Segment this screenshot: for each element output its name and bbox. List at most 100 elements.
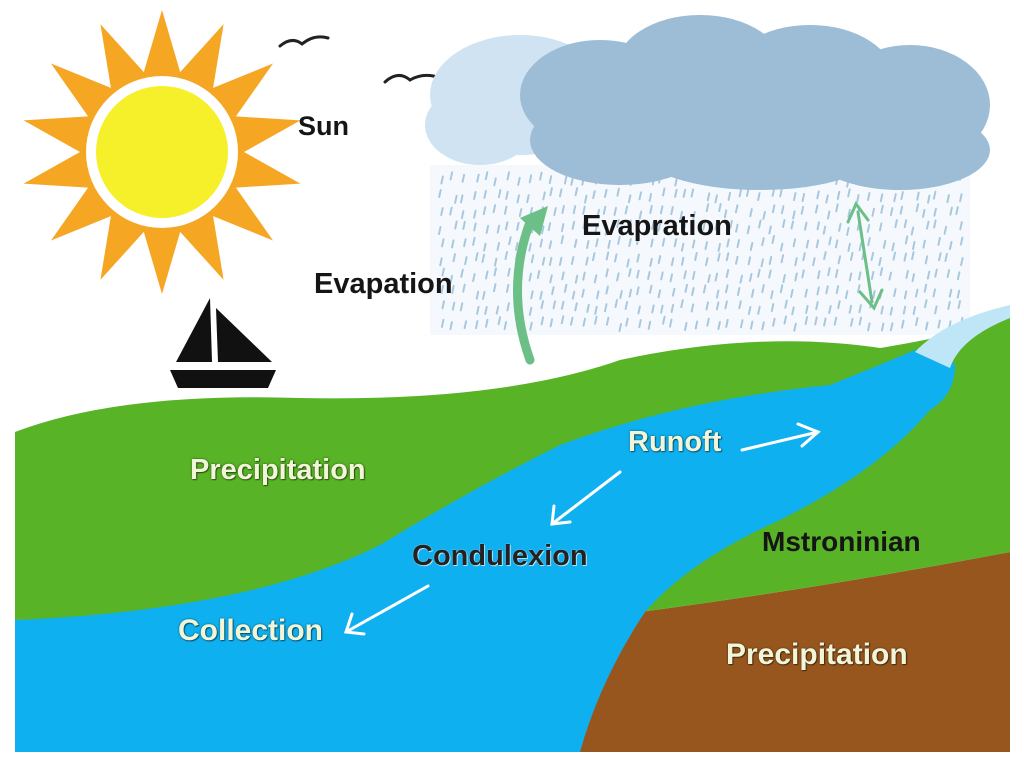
- rain-drop: [867, 237, 871, 247]
- rain-drop: [680, 256, 685, 266]
- rain-drop: [584, 194, 588, 204]
- rain-drop: [957, 300, 961, 310]
- rain-drop: [937, 319, 941, 329]
- rain-drop: [497, 189, 502, 199]
- rain-drop: [548, 256, 553, 266]
- river: [15, 349, 955, 752]
- rain-drop: [526, 194, 530, 204]
- rain-drop: [473, 209, 477, 219]
- rain-drop: [938, 252, 942, 262]
- rain-drop: [628, 238, 632, 247]
- rain-drop: [690, 303, 695, 313]
- rain-drop: [955, 206, 959, 216]
- rain-drop: [515, 242, 519, 251]
- rain-drop: [586, 303, 590, 313]
- rain-drop: [648, 192, 653, 202]
- rain-drop: [738, 300, 742, 310]
- rain-drop: [692, 270, 696, 280]
- rain-drop: [694, 252, 698, 261]
- rain-drop: [801, 269, 805, 279]
- rain-drop: [626, 258, 630, 268]
- rain-drop: [715, 289, 720, 299]
- rain-drop: [691, 287, 695, 296]
- rain-drop: [692, 211, 696, 220]
- rain-drop: [825, 194, 829, 204]
- rain-drop: [669, 273, 673, 283]
- rain-drop: [638, 319, 642, 329]
- rain-drop: [704, 241, 708, 251]
- rain-drop: [574, 274, 579, 284]
- rain-drop: [828, 236, 832, 246]
- rain-drop: [485, 318, 489, 328]
- collection-arrow: [343, 584, 430, 636]
- rain-drop: [922, 208, 926, 218]
- rain-drop: [439, 257, 443, 267]
- rain-drop: [847, 188, 851, 198]
- rain-drop: [482, 290, 486, 300]
- condensation-label: Condulexion: [412, 540, 588, 572]
- rain-drop: [870, 251, 875, 261]
- rain-drop: [496, 224, 501, 234]
- rain-drop: [690, 188, 695, 198]
- rain-drop: [834, 239, 839, 249]
- rain-drop: [484, 306, 488, 315]
- rain-drop: [833, 316, 838, 326]
- rain-drop: [539, 238, 543, 248]
- sun-icon: [23, 10, 301, 294]
- rain-drop: [540, 316, 545, 326]
- rain-drop: [871, 207, 875, 217]
- rain-drop: [504, 221, 509, 231]
- rain-drop: [660, 271, 664, 281]
- rain-drop: [943, 225, 948, 235]
- rain-drop: [739, 274, 743, 284]
- rain-drop: [539, 171, 543, 181]
- rain-drop: [670, 257, 675, 267]
- rain-drop: [758, 219, 762, 229]
- rain-drop: [475, 320, 479, 330]
- rain-drop: [451, 239, 455, 249]
- rain-drop: [561, 205, 565, 214]
- rain-drop: [926, 220, 930, 230]
- runoff-arrow: [740, 422, 821, 452]
- rain-drop: [757, 305, 761, 315]
- rain-drop: [960, 257, 964, 267]
- rain-drop: [729, 219, 733, 229]
- rain-drop: [791, 306, 795, 316]
- rain-drop: [783, 315, 787, 325]
- rain-drop: [905, 269, 909, 279]
- rain-drop: [705, 257, 709, 267]
- runoff-label: Runoft: [628, 426, 722, 458]
- rain-drop: [927, 194, 931, 204]
- rain-drop: [837, 255, 842, 265]
- rain-drop: [624, 205, 629, 215]
- rain-drop: [747, 306, 752, 315]
- rain-drop: [805, 304, 809, 314]
- rain-drop: [493, 283, 497, 293]
- rain-drop: [899, 205, 904, 215]
- rain-drop: [493, 267, 497, 277]
- rain-drop: [838, 222, 842, 232]
- rain-drop: [894, 219, 898, 229]
- collection-label: Collection: [178, 614, 324, 647]
- rain-drop: [618, 323, 622, 332]
- rain-drop: [948, 288, 953, 298]
- rain-drop: [552, 300, 556, 310]
- rain-drop: [438, 189, 442, 198]
- evaporation-label-left: Evapation: [314, 268, 453, 300]
- rain-drop: [530, 254, 535, 264]
- rain-drop: [771, 204, 776, 214]
- rain-drop: [637, 305, 641, 315]
- rain-drop: [915, 317, 919, 327]
- rain-drop: [923, 283, 928, 293]
- rain-drop: [694, 320, 699, 330]
- rain-drop: [956, 271, 961, 281]
- rain-drop: [804, 288, 808, 298]
- rain-drop: [495, 305, 500, 315]
- rain-drop: [459, 302, 464, 312]
- rain-drop: [757, 192, 761, 202]
- rain-drop: [594, 305, 598, 315]
- rain-drop: [454, 194, 458, 204]
- rain-drop: [617, 235, 621, 245]
- rain-drop: [674, 177, 678, 187]
